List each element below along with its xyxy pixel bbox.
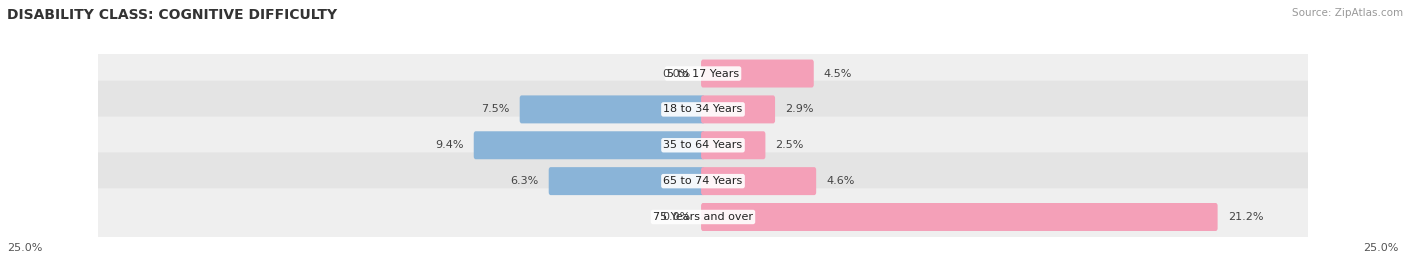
Text: 4.6%: 4.6% [827, 176, 855, 186]
Text: 6.3%: 6.3% [510, 176, 538, 186]
Text: 21.2%: 21.2% [1227, 212, 1263, 222]
Text: 5 to 17 Years: 5 to 17 Years [666, 69, 740, 79]
Text: 2.9%: 2.9% [785, 104, 814, 114]
Text: 2.5%: 2.5% [776, 140, 804, 150]
FancyBboxPatch shape [702, 167, 815, 195]
FancyBboxPatch shape [91, 116, 1315, 174]
Text: 75 Years and over: 75 Years and over [652, 212, 754, 222]
Text: DISABILITY CLASS: COGNITIVE DIFFICULTY: DISABILITY CLASS: COGNITIVE DIFFICULTY [7, 8, 337, 22]
FancyBboxPatch shape [91, 188, 1315, 246]
Text: 9.4%: 9.4% [434, 140, 464, 150]
Text: 7.5%: 7.5% [481, 104, 509, 114]
Text: 18 to 34 Years: 18 to 34 Years [664, 104, 742, 114]
FancyBboxPatch shape [91, 81, 1315, 138]
FancyBboxPatch shape [702, 131, 765, 159]
FancyBboxPatch shape [702, 95, 775, 123]
Text: 4.5%: 4.5% [824, 69, 852, 79]
FancyBboxPatch shape [548, 167, 704, 195]
Text: Source: ZipAtlas.com: Source: ZipAtlas.com [1292, 8, 1403, 18]
Text: 25.0%: 25.0% [7, 243, 42, 253]
Text: 0.0%: 0.0% [662, 69, 690, 79]
FancyBboxPatch shape [702, 203, 1218, 231]
FancyBboxPatch shape [91, 45, 1315, 102]
Text: 25.0%: 25.0% [1364, 243, 1399, 253]
Text: 35 to 64 Years: 35 to 64 Years [664, 140, 742, 150]
FancyBboxPatch shape [702, 59, 814, 87]
Text: 65 to 74 Years: 65 to 74 Years [664, 176, 742, 186]
FancyBboxPatch shape [520, 95, 704, 123]
FancyBboxPatch shape [91, 153, 1315, 210]
FancyBboxPatch shape [474, 131, 704, 159]
Text: 0.0%: 0.0% [662, 212, 690, 222]
